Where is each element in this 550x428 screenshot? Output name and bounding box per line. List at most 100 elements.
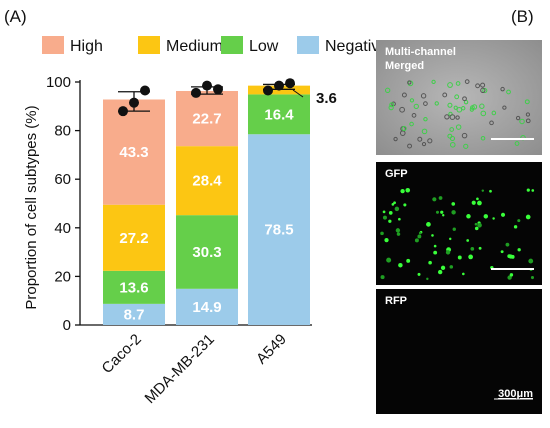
cell-dot bbox=[447, 102, 453, 108]
gfp-cell-dot bbox=[507, 275, 512, 280]
gfp-cell-dot bbox=[526, 188, 530, 192]
gfp-cell-dot bbox=[449, 237, 452, 241]
cell-dot bbox=[442, 92, 448, 98]
cell-dot bbox=[480, 87, 486, 93]
cell-dot bbox=[462, 96, 467, 102]
gfp-cell-dot bbox=[391, 203, 395, 206]
cell-dot bbox=[407, 80, 412, 85]
gfp-cell-dot bbox=[380, 231, 384, 236]
cell-dot bbox=[506, 89, 511, 95]
data-label-caco-2-negative: 8.7 bbox=[124, 306, 145, 323]
scale-bar-label: 300μm bbox=[498, 388, 533, 400]
point-a549-2 bbox=[274, 80, 284, 91]
y-axis-label: Proportion of cell subtypes (%) bbox=[23, 105, 40, 309]
cell-dot bbox=[519, 118, 525, 125]
legend-swatch-medium bbox=[138, 36, 160, 54]
data-label-mda-mb-231-high: 22.7 bbox=[192, 111, 221, 128]
cell-dot bbox=[482, 88, 488, 94]
gfp-cell-dot bbox=[433, 244, 437, 248]
panel-b-label: (B) bbox=[511, 7, 534, 26]
cell-dot bbox=[384, 87, 391, 94]
cell-dot bbox=[469, 107, 475, 112]
gfp-cell-dot bbox=[388, 219, 392, 223]
cell-dot bbox=[514, 141, 520, 146]
gfp-cell-dot bbox=[531, 189, 535, 192]
cell-dot bbox=[447, 82, 453, 88]
legend-label-negative: Negative bbox=[325, 38, 388, 55]
gfp-cell-dot bbox=[386, 257, 392, 263]
gfp-cell-dot bbox=[477, 222, 482, 228]
data-label-caco-2-medium: 27.2 bbox=[119, 230, 148, 247]
legend-swatch-negative bbox=[297, 36, 319, 54]
legend-item-high: High bbox=[42, 36, 103, 55]
cell-dot bbox=[455, 124, 462, 130]
cell-dot bbox=[389, 102, 395, 108]
y-tick-label-0: 0 bbox=[63, 317, 71, 334]
cell-dot bbox=[399, 106, 405, 113]
gfp-cell-dot bbox=[435, 210, 439, 214]
data-label-a549-negative: 78.5 bbox=[264, 222, 293, 239]
y-tick-label-100: 100 bbox=[46, 74, 71, 91]
cell-dot bbox=[524, 99, 530, 105]
gfp-cell-dot bbox=[417, 272, 421, 276]
cell-dot bbox=[388, 104, 394, 111]
cell-dot bbox=[421, 141, 427, 147]
gfp-cell-dot bbox=[483, 214, 489, 219]
cell-dot bbox=[409, 98, 415, 103]
point-caco-2-1 bbox=[118, 106, 128, 117]
cell-dot bbox=[449, 141, 456, 148]
gfp-cell-dot bbox=[505, 242, 510, 247]
gfp-cell-dot bbox=[403, 203, 407, 207]
data-label-mda-mb-231-low: 30.3 bbox=[192, 244, 221, 261]
gfp-cell-dot bbox=[452, 227, 456, 231]
cell-dot bbox=[480, 110, 487, 117]
gfp-cell-dot bbox=[440, 210, 444, 214]
legend-swatch-high bbox=[42, 36, 64, 54]
gfp-cell-dot bbox=[394, 206, 400, 212]
legend-item-medium: Medium bbox=[138, 36, 223, 55]
gfp-cell-dot bbox=[492, 217, 495, 220]
micrograph-rfp: RFP 300μm bbox=[376, 289, 542, 414]
cell-dot bbox=[413, 103, 419, 110]
gfp-cell-dot bbox=[500, 212, 506, 217]
legend-item-low: Low bbox=[221, 36, 279, 55]
gfp-cell-dot bbox=[380, 275, 385, 280]
callout-line bbox=[292, 89, 304, 98]
legend-label-high: High bbox=[70, 38, 103, 55]
cell-dot bbox=[500, 86, 505, 92]
cell-dot bbox=[421, 128, 428, 135]
cell-dot bbox=[480, 82, 486, 88]
gfp-cell-dot bbox=[426, 222, 431, 227]
gfp-cell-dot bbox=[400, 188, 405, 194]
cell-dot bbox=[423, 101, 428, 106]
cell-dot bbox=[393, 136, 398, 142]
cell-dot bbox=[471, 104, 478, 110]
point-a549-1 bbox=[263, 85, 273, 96]
gfp-cell-dot bbox=[382, 210, 386, 214]
bar-mda-mb-231-medium bbox=[176, 146, 238, 216]
gfp-cell-dot bbox=[477, 200, 482, 206]
chart-legend: High Medium Low Negative bbox=[42, 36, 388, 55]
legend-item-negative: Negative bbox=[297, 36, 388, 55]
data-label-a549-low: 16.4 bbox=[264, 106, 294, 123]
cell-dot bbox=[431, 79, 436, 84]
cell-dot bbox=[401, 92, 407, 98]
gfp-cell-dot bbox=[462, 272, 465, 276]
point-mda-mb-231-1 bbox=[191, 87, 201, 98]
gfp-cell-dot bbox=[438, 196, 443, 200]
gfp-cell-dot bbox=[442, 214, 445, 217]
gfp-cell-dot bbox=[489, 189, 492, 193]
data-label-caco-2-low: 13.6 bbox=[119, 279, 148, 296]
gfp-cell-dot bbox=[388, 211, 393, 215]
point-mda-mb-231-3 bbox=[213, 84, 223, 95]
point-caco-2-3 bbox=[140, 85, 150, 96]
cell-dot bbox=[455, 81, 461, 86]
micrograph-label: Multi-channel bbox=[385, 46, 456, 58]
point-caco-2-2 bbox=[129, 97, 139, 108]
y-tick-label-80: 80 bbox=[54, 123, 71, 140]
bar-a549-negative bbox=[248, 134, 310, 325]
cell-dot bbox=[461, 132, 468, 139]
gfp-cell-dot bbox=[406, 258, 411, 263]
cell-dot bbox=[449, 135, 456, 142]
cell-dot bbox=[449, 127, 455, 132]
